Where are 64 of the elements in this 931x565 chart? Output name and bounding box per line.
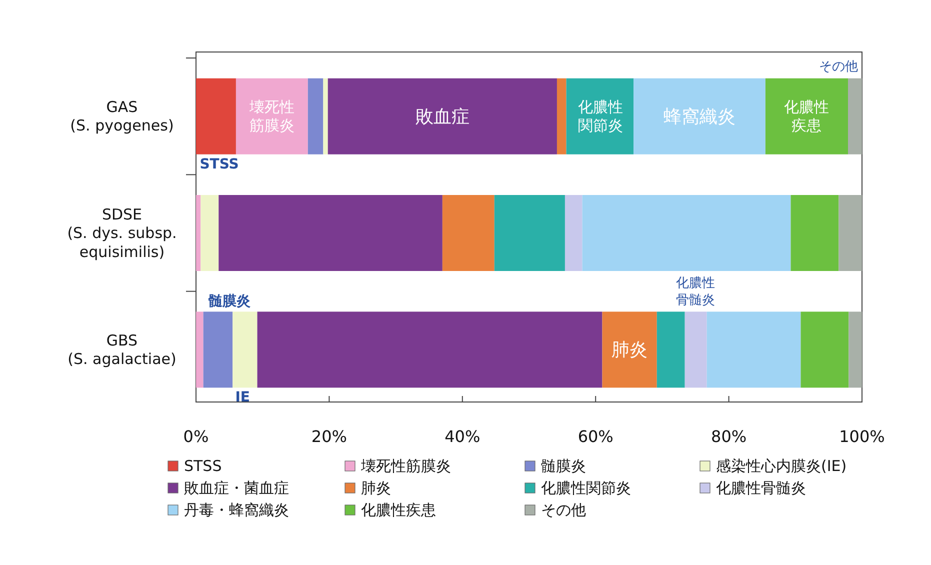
legend-item: 肺炎	[344, 479, 391, 497]
bar	[196, 195, 201, 271]
annotation: STSS	[200, 156, 239, 172]
x-tick-label: 0%	[183, 427, 209, 446]
bar	[564, 195, 582, 271]
bar	[602, 312, 657, 388]
annotation: 肺炎	[612, 339, 648, 360]
bar	[634, 78, 766, 154]
bar	[556, 78, 566, 154]
annotation: 化膿性骨髄炎	[676, 276, 715, 308]
legend-item: STSS	[168, 457, 222, 475]
legend-item: 丹毒・蜂窩織炎	[168, 501, 289, 519]
y-tick-label: SDSE (S. dys. subsp. equisimilis)	[67, 205, 177, 261]
annotation: 敗血症	[415, 106, 470, 127]
legend-item: その他	[524, 501, 586, 519]
y-tick-label: GBS (S. agalactiae)	[68, 331, 176, 368]
legend-item: 化膿性骨髄炎	[700, 479, 806, 497]
annotation: 化膿性疾患	[784, 98, 830, 135]
legend-label: STSS	[184, 457, 222, 475]
legend-label: 化膿性関節炎	[541, 479, 631, 497]
legend-item: 化膿性疾患	[344, 501, 436, 519]
legend-label: 化膿性疾患	[361, 501, 436, 519]
bar	[582, 195, 791, 271]
annotation: その他	[819, 58, 858, 74]
legend-label: 化膿性骨髄炎	[716, 479, 806, 497]
bar	[442, 195, 494, 271]
x-tick-label: 60%	[578, 427, 614, 446]
bar	[200, 195, 219, 271]
bar	[232, 312, 258, 388]
bar	[838, 195, 862, 271]
legend-item: 敗血症・菌血症	[168, 479, 289, 497]
bar	[790, 195, 839, 271]
bar	[328, 78, 557, 154]
annotation: 壊死性筋膜炎	[248, 98, 294, 135]
bar	[308, 78, 324, 154]
bar	[848, 78, 862, 154]
annotation: 髄膜炎	[208, 294, 250, 310]
legend-label: 肺炎	[361, 479, 391, 497]
x-tick-label: 40%	[444, 427, 480, 446]
y-tick-label: GAS (S. pyogenes)	[70, 98, 174, 135]
bar	[196, 312, 204, 388]
x-tick-label: 80%	[711, 427, 747, 446]
annotation: 化膿性関節炎	[578, 98, 623, 135]
legend-item: 化膿性関節炎	[524, 479, 631, 497]
bar	[218, 195, 442, 271]
bar	[848, 312, 862, 388]
bar	[706, 312, 801, 388]
legend-label: その他	[541, 501, 586, 519]
bar	[656, 312, 685, 388]
bar	[494, 195, 565, 271]
legend-label: 髄膜炎	[541, 457, 586, 475]
bar	[203, 312, 233, 388]
legend-item: 髄膜炎	[524, 457, 586, 475]
annotation: 蜂窩織炎	[663, 106, 736, 127]
bar	[684, 312, 707, 388]
bar	[765, 78, 848, 154]
bar	[800, 312, 849, 388]
bar	[323, 78, 328, 154]
x-tick-label: 100%	[839, 427, 885, 446]
bar	[257, 312, 602, 388]
legend-item: 感染性心内膜炎(IE)	[700, 457, 847, 475]
x-tick-label: 20%	[311, 427, 347, 446]
annotation: IE	[235, 390, 250, 406]
legend-item: 壊死性筋膜炎	[344, 457, 451, 475]
